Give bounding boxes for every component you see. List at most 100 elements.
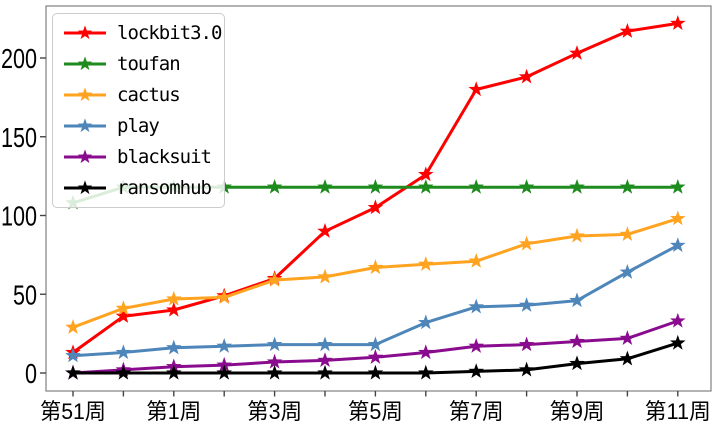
marker-star-icon xyxy=(317,223,333,238)
marker-star-icon xyxy=(216,289,232,305)
marker-star-icon xyxy=(166,290,182,306)
legend-label: toufan xyxy=(117,53,181,76)
x-tick-label: 第51周 xyxy=(40,399,106,424)
legend-item-toufan: toufan xyxy=(62,49,224,79)
marker-star-icon xyxy=(115,308,132,323)
marker-star-icon xyxy=(367,349,384,364)
marker-star-icon xyxy=(317,364,333,380)
marker-star-icon xyxy=(166,301,182,317)
marker-star-icon xyxy=(115,300,132,316)
marker-star-icon xyxy=(670,210,686,226)
marker-star-icon xyxy=(619,350,636,366)
marker-star-icon xyxy=(619,23,636,38)
marker-star-icon xyxy=(670,312,686,328)
marker-star-icon xyxy=(317,268,333,284)
marker-star-icon xyxy=(468,252,484,268)
marker-star-icon xyxy=(518,235,535,251)
marker-star-icon xyxy=(418,256,434,271)
marker-star-icon xyxy=(266,353,283,369)
y-tick-label: 50 xyxy=(13,279,37,310)
marker-star-icon xyxy=(115,364,132,380)
marker-star-icon xyxy=(367,199,384,215)
plot-frame xyxy=(45,5,712,392)
y-tick-label: 200 xyxy=(1,43,37,74)
marker-star-icon xyxy=(569,227,585,243)
marker-star-icon xyxy=(418,166,434,182)
legend-marker-icon xyxy=(64,179,106,194)
marker-star-icon xyxy=(166,364,182,380)
marker-star-icon xyxy=(619,330,636,345)
marker-star-icon xyxy=(367,178,384,194)
marker-star-icon xyxy=(468,81,484,97)
x-tick-label: 第1周 xyxy=(146,399,201,424)
marker-star-icon xyxy=(317,352,333,368)
marker-star-icon xyxy=(266,178,283,194)
x-tick-label: 第3周 xyxy=(247,399,302,424)
x-tick-label: 第9周 xyxy=(550,399,605,424)
marker-star-icon xyxy=(518,297,535,312)
marker-star-icon xyxy=(367,336,384,352)
marker-star-icon xyxy=(518,68,535,84)
marker-star-icon xyxy=(65,347,81,363)
legend-item-blacksuit: blacksuit xyxy=(62,142,224,172)
marker-star-icon xyxy=(65,364,81,380)
legend-marker-icon xyxy=(64,25,106,40)
legend-marker-icon xyxy=(64,118,106,133)
marker-star-icon xyxy=(266,364,283,380)
legend-item-lockbit3.0: lockbit3.0 xyxy=(62,18,224,48)
marker-star-icon xyxy=(166,339,182,355)
marker-star-icon xyxy=(266,336,283,352)
x-tick-label: 第5周 xyxy=(348,399,403,424)
legend-label: lockbit3.0 xyxy=(117,22,222,45)
marker-star-icon xyxy=(468,298,484,314)
legend: lockbit3.0 toufan cactus play blacksuit ranso… xyxy=(52,13,225,208)
marker-star-icon xyxy=(468,363,484,379)
legend-marker-icon xyxy=(64,149,106,163)
marker-star-icon xyxy=(216,356,232,372)
marker-star-icon xyxy=(468,178,484,194)
marker-star-icon xyxy=(569,178,585,194)
y-tick-label: 0 xyxy=(25,358,37,389)
legend-label: ransomhub xyxy=(117,176,212,199)
legend-label: play xyxy=(117,114,160,137)
marker-star-icon xyxy=(418,364,434,380)
marker-star-icon xyxy=(317,336,333,352)
marker-star-icon xyxy=(216,338,232,353)
legend-item-play: play xyxy=(62,111,224,141)
legend-item-ransomhub: ransomhub xyxy=(62,173,224,203)
marker-star-icon xyxy=(518,361,535,377)
marker-star-icon xyxy=(468,338,484,353)
legend-marker-icon xyxy=(64,56,106,71)
marker-star-icon xyxy=(266,271,283,287)
marker-star-icon xyxy=(518,336,535,352)
legend-marker-icon xyxy=(64,87,106,102)
marker-star-icon xyxy=(670,334,686,350)
marker-star-icon xyxy=(569,292,585,308)
marker-star-icon xyxy=(670,237,686,253)
marker-star-icon xyxy=(569,333,585,349)
marker-star-icon xyxy=(569,355,585,371)
x-tick-label: 第7周 xyxy=(449,399,504,424)
marker-star-icon xyxy=(518,178,535,194)
marker-star-icon xyxy=(65,319,81,334)
x-tick-label: 第11周 xyxy=(645,399,711,424)
marker-star-icon xyxy=(115,344,132,360)
marker-star-icon xyxy=(569,45,585,60)
marker-star-icon xyxy=(317,178,333,194)
marker-star-icon xyxy=(418,314,434,330)
marker-star-icon xyxy=(619,226,636,242)
legend-label: blacksuit xyxy=(117,145,212,168)
legend-label: cactus xyxy=(117,84,181,107)
y-tick-label: 100 xyxy=(1,201,37,232)
marker-star-icon xyxy=(418,344,434,360)
y-tick-label: 150 xyxy=(1,122,37,153)
marker-star-icon xyxy=(619,264,636,279)
marker-star-icon xyxy=(670,15,686,30)
marker-star-icon xyxy=(367,364,384,380)
marker-star-icon xyxy=(619,178,636,194)
marker-star-icon xyxy=(367,259,384,275)
legend-item-cactus: cactus xyxy=(62,80,224,110)
marker-star-icon xyxy=(216,364,232,380)
